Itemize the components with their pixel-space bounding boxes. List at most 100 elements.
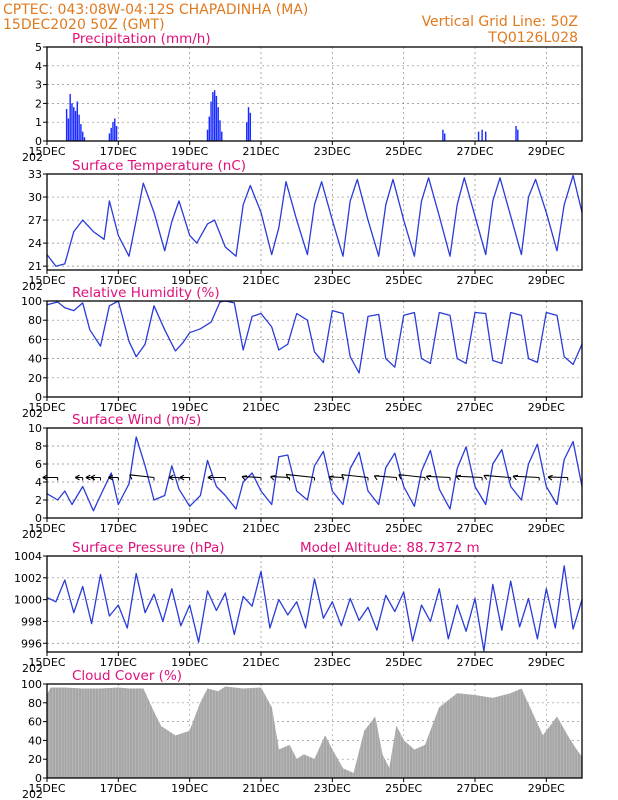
x-tick-label: 15DEC bbox=[28, 522, 65, 535]
y-tick-label: 33 bbox=[28, 168, 42, 181]
chart-panels: 0 1 2 3 4 5 15DEC 17DEC 19DEC 21DEC 23DEC 25DEC 27DE… bbox=[14, 31, 583, 800]
precip-bar bbox=[110, 127, 112, 141]
wind-vector-arrow bbox=[168, 474, 179, 481]
panel-title-wind: Surface Wind (m/s) bbox=[72, 412, 201, 428]
rh-series-line bbox=[46, 300, 583, 374]
x-tick-label: 21DEC bbox=[242, 782, 279, 795]
y-tick-label: 21 bbox=[28, 260, 42, 273]
wind-vector-arrow bbox=[179, 474, 190, 481]
y-tick-label: 4 bbox=[35, 476, 42, 489]
wind-vector-arrow bbox=[270, 475, 290, 481]
precip-bar bbox=[69, 94, 71, 141]
precip-bar bbox=[219, 120, 221, 141]
x-tick-label: 25DEC bbox=[385, 401, 422, 414]
wind-vector-arrow bbox=[373, 475, 397, 481]
precip-bar bbox=[210, 101, 212, 141]
wind-vector-arrow bbox=[207, 474, 226, 481]
x-tick-label: 19DEC bbox=[171, 401, 208, 414]
y-tick-label: 0 bbox=[35, 772, 42, 785]
y-tick-label: 10 bbox=[28, 422, 42, 435]
y-tick-label: 100 bbox=[21, 678, 42, 691]
y-tick-label: 998 bbox=[21, 615, 42, 628]
x-tick-label: 29DEC bbox=[528, 522, 565, 535]
x-tick-label: 17DEC bbox=[100, 522, 137, 535]
x-tick-label: 19DEC bbox=[171, 656, 208, 669]
x-tick-label: 29DEC bbox=[528, 145, 565, 158]
y-tick-label: 0 bbox=[35, 512, 42, 525]
wind-vector-arrow bbox=[328, 475, 344, 481]
wind-vector-arrow bbox=[455, 474, 483, 481]
wind-vector-arrow bbox=[341, 474, 369, 480]
y-tick-label: 0 bbox=[35, 135, 42, 148]
precip-bar bbox=[80, 124, 82, 141]
x-tick-label: 25DEC bbox=[385, 782, 422, 795]
y-tick-label: 996 bbox=[21, 637, 42, 650]
precip-bar bbox=[114, 118, 116, 141]
x-tick-label: 21DEC bbox=[242, 656, 279, 669]
precip-bar bbox=[112, 122, 114, 141]
precip-bar bbox=[206, 129, 209, 141]
x-tick-label: 21DEC bbox=[242, 522, 279, 535]
y-tick-label: 40 bbox=[28, 353, 42, 366]
y-tick-label: 1 bbox=[35, 116, 42, 129]
station-header: CPTEC: 043:08W-04:12S CHAPADINHA (MA) bbox=[3, 2, 308, 18]
panel-title-cloud: Cloud Cover (%) bbox=[72, 668, 182, 684]
precip-bar bbox=[67, 118, 70, 141]
panel-precip: 0 1 2 3 4 5 15DEC 17DEC 19DEC 21DEC 23DEC 25DEC 27DE… bbox=[22, 31, 583, 164]
precip-bar bbox=[213, 90, 216, 141]
y-tick-label: 20 bbox=[28, 753, 42, 766]
wind-vector-arrow bbox=[129, 474, 155, 480]
y-tick-label: 4 bbox=[35, 60, 42, 73]
wind-vector-arrow bbox=[398, 474, 426, 480]
precip-bar bbox=[249, 112, 252, 141]
precip-bar bbox=[515, 125, 517, 141]
panel-frame bbox=[46, 555, 583, 653]
x-tick-label: 21DEC bbox=[242, 401, 279, 414]
y-tick-label: 100 bbox=[21, 295, 42, 308]
x-tick-label: 23DEC bbox=[314, 656, 351, 669]
wind-vector-arrow bbox=[74, 474, 83, 481]
y-tick-label: 80 bbox=[28, 697, 42, 710]
x-tick-label: 25DEC bbox=[385, 145, 422, 158]
y-tick-label: 1002 bbox=[14, 572, 42, 585]
x-tick-label: 27DEC bbox=[456, 145, 493, 158]
y-tick-label: 3 bbox=[35, 79, 42, 92]
y-tick-label: 2 bbox=[35, 97, 42, 110]
precip-bar bbox=[212, 92, 214, 141]
wind-vector-arrow bbox=[108, 474, 119, 481]
x-year-label: 202 bbox=[22, 788, 43, 800]
panel-wind: 0 2 4 6 8 10 15DEC 17DEC 19DEC 21DEC 23DEC 25DEC 27D… bbox=[22, 412, 583, 541]
precip-bar bbox=[442, 129, 444, 141]
x-tick-label: 29DEC bbox=[528, 274, 565, 287]
x-tick-label: 15DEC bbox=[28, 274, 65, 287]
precip-bar bbox=[443, 133, 446, 141]
x-tick-label: 17DEC bbox=[100, 274, 137, 287]
x-tick-label: 19DEC bbox=[171, 782, 208, 795]
x-tick-label: 23DEC bbox=[314, 145, 351, 158]
y-tick-label: 8 bbox=[35, 440, 42, 453]
y-tick-label: 20 bbox=[28, 372, 42, 385]
wind-vector-arrow bbox=[547, 474, 568, 481]
precip-bar bbox=[74, 110, 77, 141]
y-tick-label: 60 bbox=[28, 716, 42, 729]
x-tick-label: 19DEC bbox=[171, 145, 208, 158]
panel-press: 996 998 1000 1002 1004 15DEC 17DEC 19DEC 21DEC 23… bbox=[14, 540, 583, 675]
precip-bar bbox=[81, 131, 84, 141]
temp-series-line bbox=[46, 174, 583, 267]
press-series-line bbox=[46, 565, 583, 652]
x-year-label: 202 bbox=[22, 280, 43, 293]
y-tick-label: 5 bbox=[35, 41, 42, 54]
y-tick-label: 30 bbox=[28, 191, 42, 204]
x-tick-label: 17DEC bbox=[100, 145, 137, 158]
precip-bar bbox=[65, 109, 68, 141]
y-tick-label: 27 bbox=[28, 214, 42, 227]
wind-vector-arrow bbox=[285, 473, 315, 480]
precip-bar bbox=[115, 125, 118, 141]
x-year-label: 202 bbox=[22, 662, 43, 675]
x-tick-label: 19DEC bbox=[171, 274, 208, 287]
precip-bar bbox=[208, 116, 210, 141]
x-tick-label: 27DEC bbox=[456, 274, 493, 287]
wind-vector-arrow bbox=[512, 474, 540, 481]
precip-bar bbox=[217, 107, 219, 141]
